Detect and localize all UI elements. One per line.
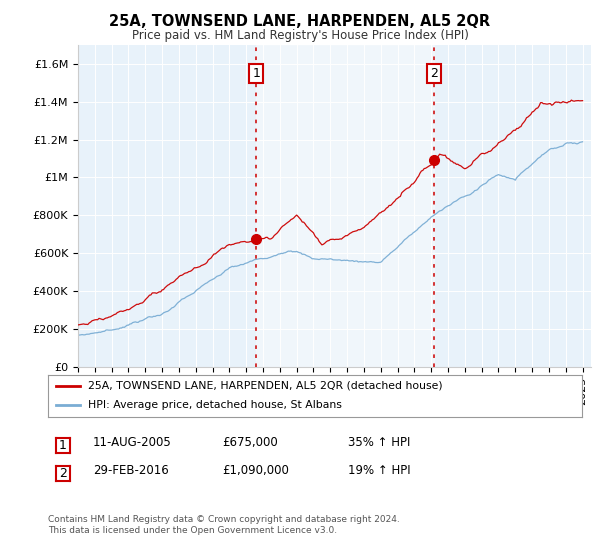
Text: 19% ↑ HPI: 19% ↑ HPI bbox=[348, 464, 410, 477]
Text: 2: 2 bbox=[430, 67, 438, 80]
Text: 1: 1 bbox=[253, 67, 260, 80]
Text: Contains HM Land Registry data © Crown copyright and database right 2024.: Contains HM Land Registry data © Crown c… bbox=[48, 515, 400, 524]
Text: 25A, TOWNSEND LANE, HARPENDEN, AL5 2QR: 25A, TOWNSEND LANE, HARPENDEN, AL5 2QR bbox=[109, 14, 491, 29]
Text: HPI: Average price, detached house, St Albans: HPI: Average price, detached house, St A… bbox=[88, 400, 342, 410]
Text: This data is licensed under the Open Government Licence v3.0.: This data is licensed under the Open Gov… bbox=[48, 526, 337, 535]
Bar bbox=[256, 45, 434, 367]
Text: 1: 1 bbox=[59, 438, 67, 452]
Text: 29-FEB-2016: 29-FEB-2016 bbox=[93, 464, 169, 477]
Text: £1,090,000: £1,090,000 bbox=[222, 464, 289, 477]
Text: 2: 2 bbox=[59, 466, 67, 480]
Text: 35% ↑ HPI: 35% ↑ HPI bbox=[348, 436, 410, 449]
Text: 25A, TOWNSEND LANE, HARPENDEN, AL5 2QR (detached house): 25A, TOWNSEND LANE, HARPENDEN, AL5 2QR (… bbox=[88, 381, 443, 391]
Text: Price paid vs. HM Land Registry's House Price Index (HPI): Price paid vs. HM Land Registry's House … bbox=[131, 29, 469, 42]
Text: 11-AUG-2005: 11-AUG-2005 bbox=[93, 436, 172, 449]
Text: £675,000: £675,000 bbox=[222, 436, 278, 449]
